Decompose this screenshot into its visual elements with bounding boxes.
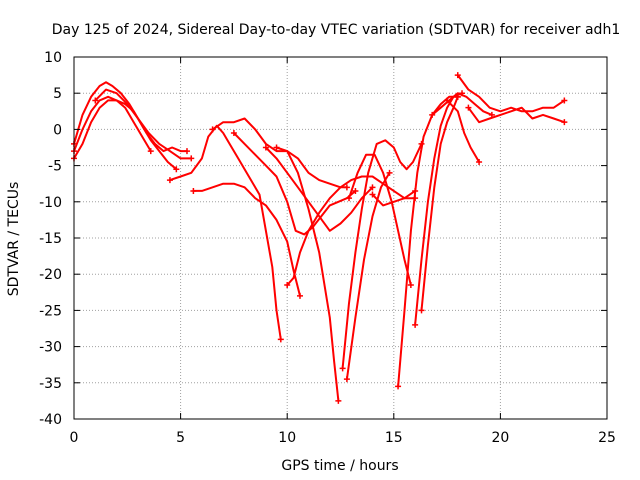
series-5 (166, 124, 284, 343)
data-point-marker (465, 104, 472, 111)
series-11 (273, 144, 350, 191)
series-line (73, 95, 178, 171)
data-point-marker (92, 97, 99, 104)
y-tick-label: -15 (39, 231, 62, 247)
y-tick-label: 5 (53, 86, 62, 102)
series-line (73, 81, 188, 153)
series-8 (230, 130, 359, 236)
data-point-marker (454, 72, 461, 79)
y-tick-label: 10 (44, 50, 62, 66)
y-tick-label: -5 (48, 159, 62, 175)
axis-ticks: 0 5 10 15 20 25 -40 -35 -30 -25 -20 -15 -10 -5 0 5 10 (39, 50, 616, 446)
data-point-marker (454, 93, 461, 100)
series-line (431, 92, 493, 116)
series-line (94, 88, 193, 160)
data-series (71, 72, 568, 404)
series-line (73, 99, 152, 160)
data-point-marker (296, 292, 303, 299)
chart-title: Day 125 of 2024, Sidereal Day-to-day VTE… (52, 22, 620, 38)
series-17 (412, 90, 466, 328)
series-line (345, 171, 391, 381)
data-point-marker (418, 307, 425, 314)
x-tick-label: 25 (598, 430, 616, 446)
y-tick-label: -40 (39, 412, 62, 428)
data-point-marker (284, 282, 291, 289)
series-line (414, 92, 463, 326)
y-axis-label: SDTVAR / TECUs (6, 182, 22, 297)
data-point-marker (262, 144, 269, 151)
series-line (168, 124, 282, 341)
data-point-marker (395, 383, 402, 390)
series-line (192, 182, 301, 297)
data-point-marker (412, 321, 419, 328)
series-21 (454, 72, 568, 113)
series-19 (444, 97, 483, 165)
x-axis-label: GPS time / hours (281, 458, 398, 474)
x-tick-label: 15 (385, 430, 403, 446)
data-point-marker (386, 169, 393, 176)
data-point-marker (561, 97, 568, 104)
data-point-marker (343, 376, 350, 383)
series-line (232, 132, 357, 236)
x-tick-label: 5 (176, 430, 185, 446)
grid (74, 57, 607, 419)
series-22 (465, 104, 568, 126)
y-tick-label: -25 (39, 303, 62, 319)
x-tick-label: 10 (278, 430, 296, 446)
data-point-marker (407, 282, 414, 289)
data-point-marker (230, 130, 237, 137)
series-line (456, 74, 566, 113)
data-point-marker (561, 119, 568, 126)
data-point-marker (335, 397, 342, 404)
y-tick-label: -30 (39, 340, 62, 356)
series-line (286, 175, 417, 287)
data-point-marker (273, 144, 280, 151)
series-13 (346, 153, 414, 289)
data-point-marker (183, 148, 190, 155)
y-tick-label: 0 (53, 122, 62, 138)
data-point-marker (369, 191, 376, 198)
series-line (467, 106, 566, 124)
data-point-marker (352, 187, 359, 194)
data-point-marker (346, 195, 353, 202)
y-tick-label: -35 (39, 376, 62, 392)
data-point-marker (343, 184, 350, 191)
data-point-marker (188, 155, 195, 162)
data-point-marker (429, 111, 436, 118)
data-point-marker (476, 158, 483, 165)
series-14 (343, 169, 393, 383)
data-point-marker (147, 148, 154, 155)
series-4 (92, 88, 195, 162)
series-line (371, 189, 417, 207)
x-tick-label: 20 (491, 430, 509, 446)
data-point-marker (190, 187, 197, 194)
series-line (348, 153, 412, 287)
series-6 (190, 182, 303, 299)
y-tick-label: -20 (39, 267, 62, 283)
series-line (211, 117, 340, 402)
series-7 (209, 117, 342, 404)
y-tick-label: -10 (39, 195, 62, 211)
series-3 (71, 99, 154, 162)
data-point-marker (339, 365, 346, 372)
series-line (341, 139, 423, 370)
series-line (275, 146, 348, 189)
series-9 (262, 144, 376, 232)
data-point-marker (209, 126, 216, 133)
data-point-marker (173, 166, 180, 173)
x-tick-label: 0 (70, 430, 79, 446)
data-point-marker (369, 184, 376, 191)
series-line (264, 146, 374, 232)
series-line (446, 99, 481, 163)
data-point-marker (277, 336, 284, 343)
data-point-marker (166, 177, 173, 184)
